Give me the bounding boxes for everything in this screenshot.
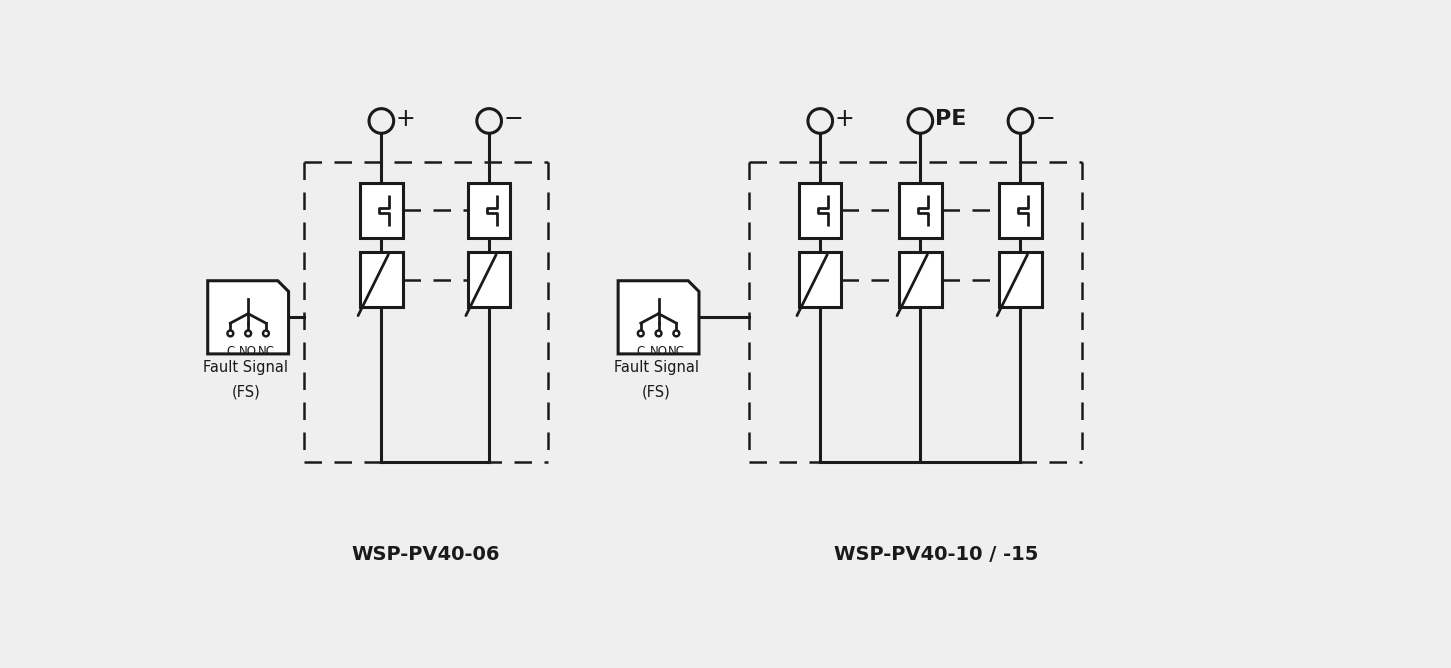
Circle shape: [808, 109, 833, 134]
Text: Fault Signal: Fault Signal: [614, 359, 699, 375]
Bar: [360, 182, 402, 238]
Circle shape: [908, 109, 933, 134]
Circle shape: [245, 331, 251, 337]
Polygon shape: [207, 281, 289, 354]
Text: C: C: [637, 345, 644, 357]
Bar: [800, 252, 842, 307]
Circle shape: [1008, 109, 1033, 134]
Text: NO: NO: [650, 345, 667, 357]
Text: WSP-PV40-06: WSP-PV40-06: [351, 545, 499, 564]
Text: NC: NC: [667, 345, 685, 357]
Circle shape: [673, 331, 679, 337]
Circle shape: [638, 331, 644, 337]
Text: NC: NC: [257, 345, 274, 357]
Bar: [360, 252, 402, 307]
Bar: [900, 252, 942, 307]
Polygon shape: [618, 281, 699, 354]
Text: −: −: [503, 107, 524, 131]
Bar: [900, 182, 942, 238]
Text: +: +: [396, 107, 416, 131]
Text: +: +: [834, 107, 855, 131]
Bar: [800, 182, 842, 238]
Circle shape: [263, 331, 268, 337]
Circle shape: [228, 331, 234, 337]
Bar: [1000, 252, 1042, 307]
Bar: [469, 182, 511, 238]
Text: PE: PE: [934, 109, 966, 129]
Text: −: −: [1035, 107, 1055, 131]
Text: Fault Signal: Fault Signal: [203, 359, 289, 375]
Circle shape: [369, 109, 393, 134]
Text: (FS): (FS): [641, 384, 670, 399]
Circle shape: [477, 109, 502, 134]
Bar: [469, 252, 511, 307]
Text: (FS): (FS): [232, 384, 260, 399]
Text: C: C: [226, 345, 235, 357]
Bar: [1000, 182, 1042, 238]
Text: NO: NO: [239, 345, 257, 357]
Circle shape: [656, 331, 662, 337]
Text: WSP-PV40-10 / -15: WSP-PV40-10 / -15: [833, 545, 1037, 564]
